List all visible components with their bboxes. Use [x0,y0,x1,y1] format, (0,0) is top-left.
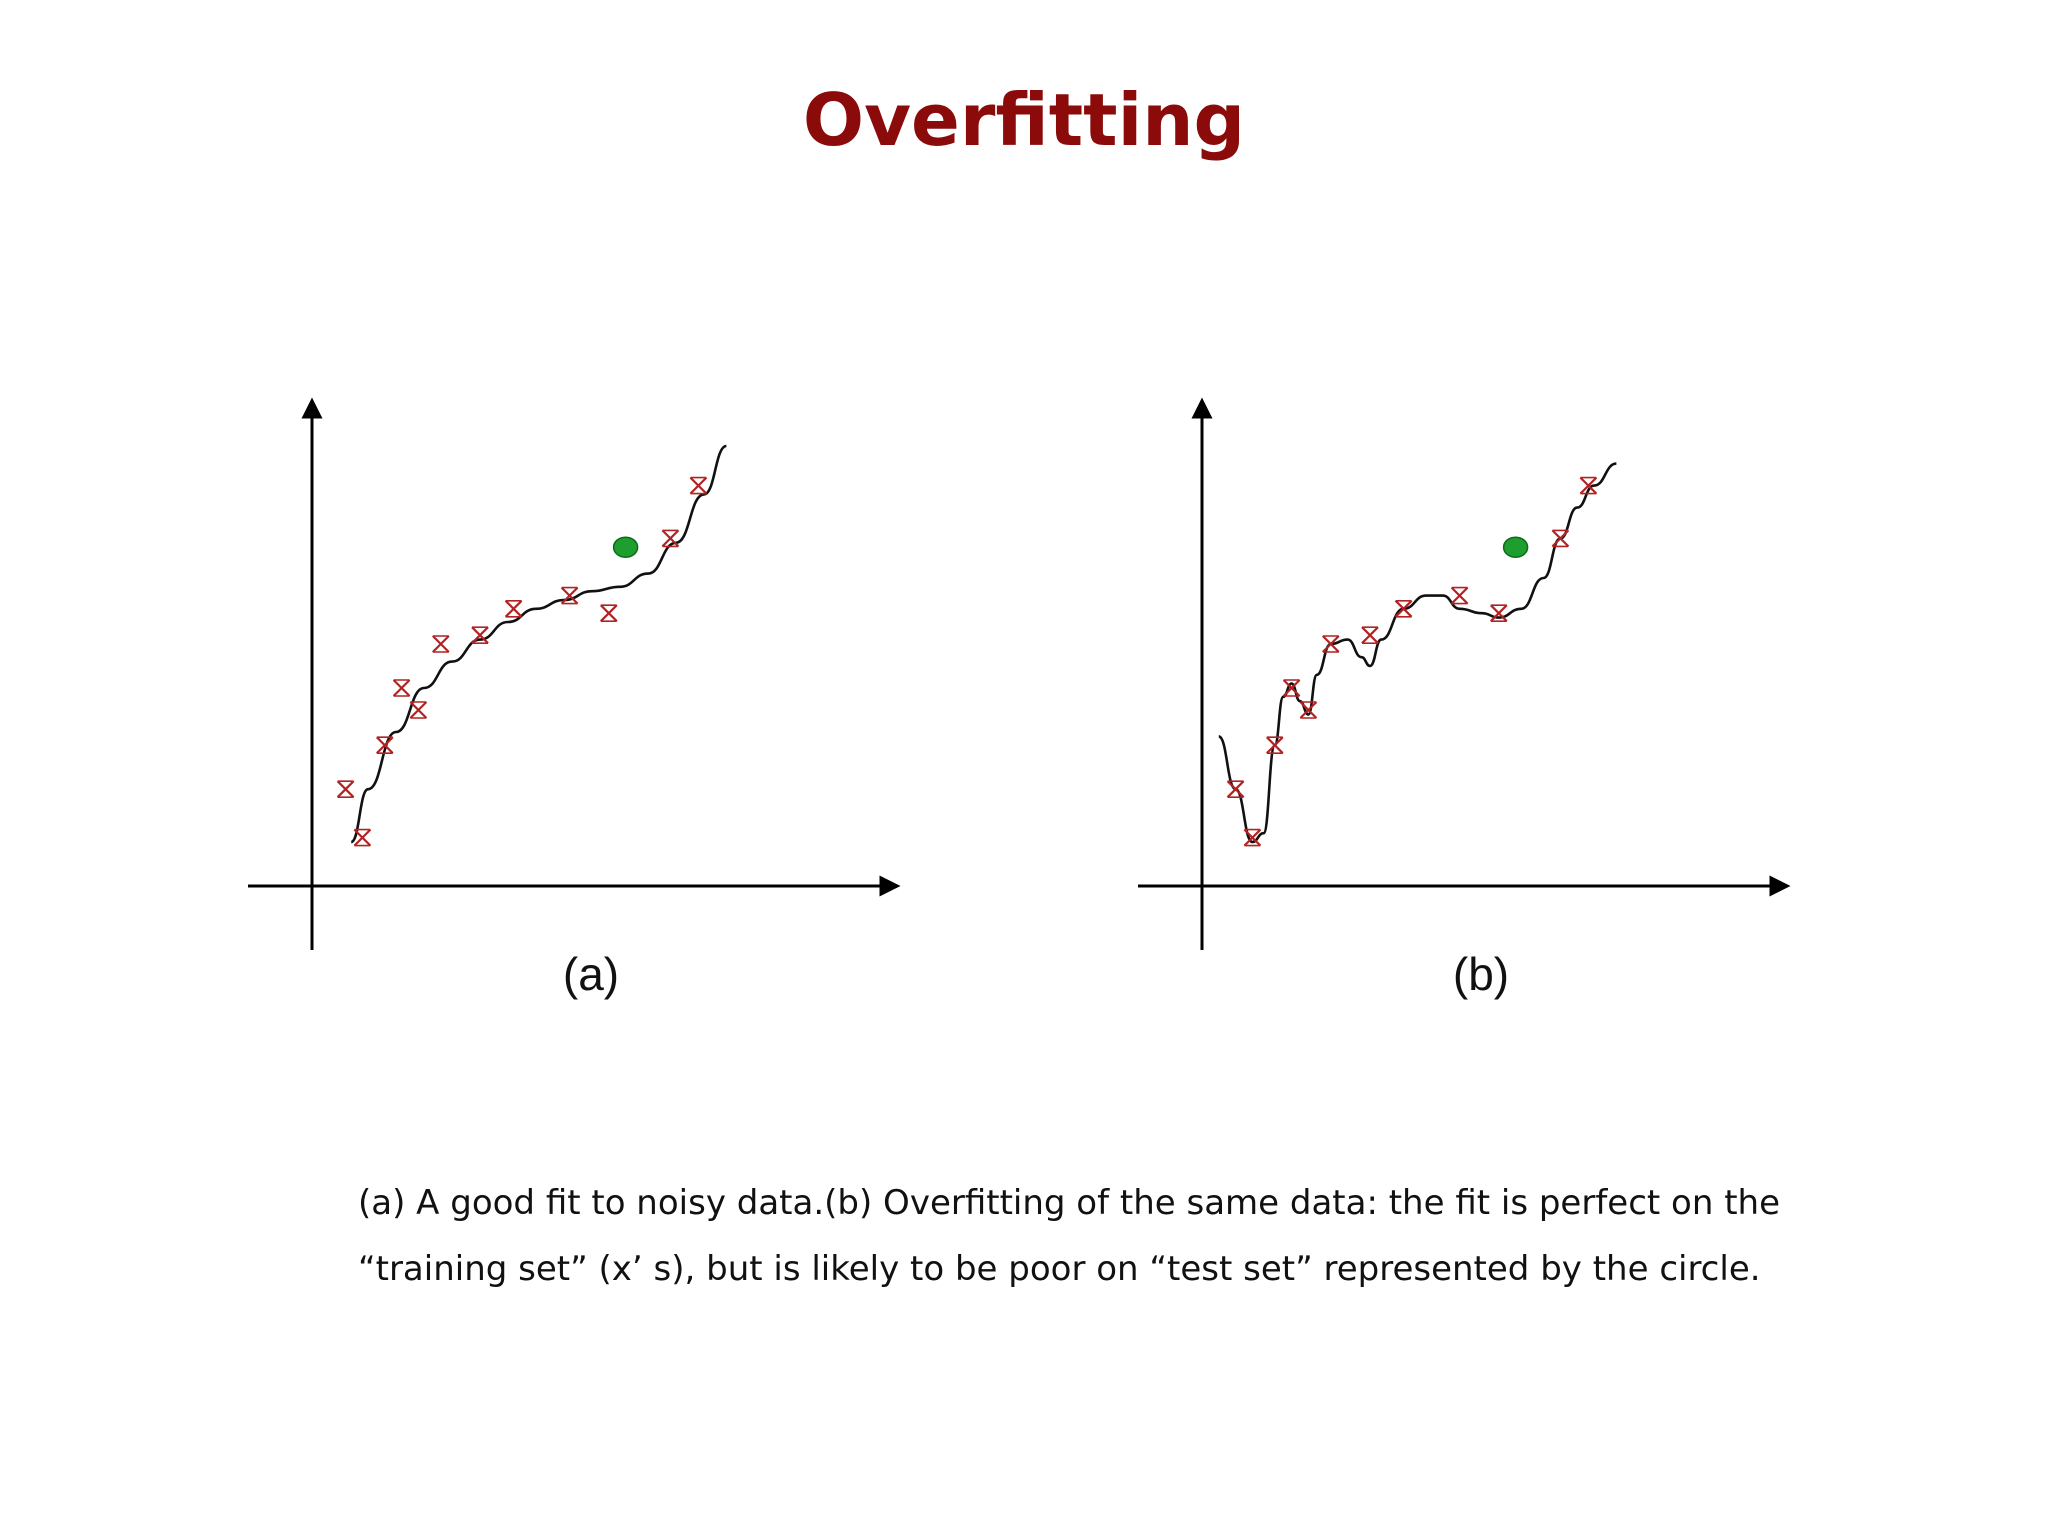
training-point [1299,701,1318,719]
training-point [1490,604,1508,622]
training-point [353,828,372,847]
figure-caption: (a) A good fit to noisy data.(b) Overfit… [358,1170,1781,1302]
training-point [1551,529,1570,548]
plot-panel-a: (a) [240,390,920,1030]
training-point [560,586,579,605]
training-point [409,701,428,719]
training-point [1450,586,1469,605]
training-point [336,780,355,799]
fit-curve [1218,462,1617,844]
training-point [1394,600,1413,618]
training-point [689,476,708,495]
training-point [1361,626,1379,644]
training-point [1266,736,1284,755]
training-point [376,736,394,755]
training-point [661,529,680,548]
training-point [1282,679,1301,697]
training-point [471,626,489,644]
panel-label: (a) [563,948,619,1000]
chart-svg-a: (a) [248,397,901,1000]
caption-line-2: “training set” (x’ s), but is likely to … [358,1249,1761,1289]
training-point [1579,476,1598,495]
test-point [1502,536,1529,558]
test-point [612,536,639,558]
training-point [504,600,523,618]
training-point [600,604,618,622]
slide-title: Overfitting [802,78,1246,162]
training-point [1322,635,1340,653]
fit-curve [350,444,727,844]
panel-label: (b) [1453,948,1509,1000]
training-point [392,679,411,697]
training-point [432,635,450,653]
chart-svg-b: (b) [1138,397,1791,1000]
training-point [1226,780,1245,799]
caption-line-1: (a) A good fit to noisy data.(b) Overfit… [358,1183,1781,1223]
plot-panel-b: (b) [1130,390,1810,1030]
training-point [1243,828,1262,847]
